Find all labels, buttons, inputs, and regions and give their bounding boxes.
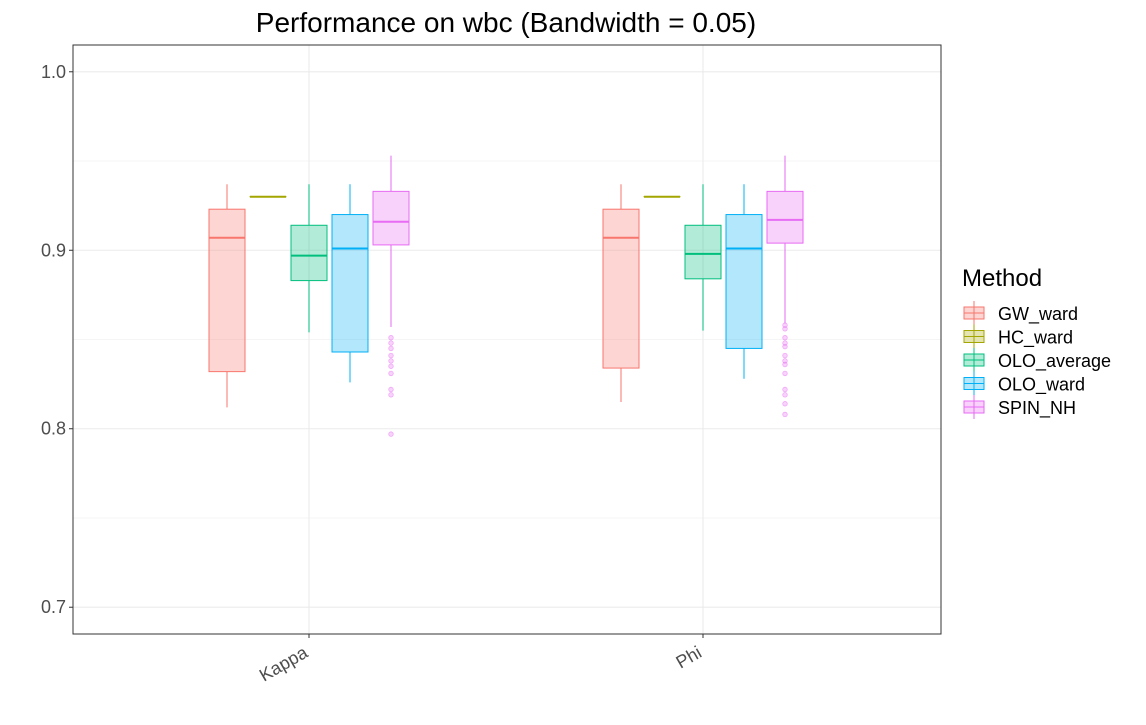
- outlier-point: [388, 370, 394, 377]
- box-OLO_average-Kappa: [290, 184, 328, 333]
- outlier-point: [388, 345, 394, 352]
- y-axis: 0.7 0.8 0.9 1.0: [41, 62, 73, 617]
- outlier-point: [782, 370, 788, 377]
- box-body: [372, 190, 410, 246]
- box-body: [331, 214, 369, 353]
- box-group: [208, 155, 804, 437]
- y-tick-label: 0.8: [41, 419, 66, 439]
- outlier-point: [388, 363, 394, 369]
- outlier-point: [782, 411, 788, 418]
- box-body: [684, 224, 722, 280]
- plot-panel-border: [72, 44, 942, 635]
- outlier-point: [388, 358, 394, 364]
- outlier-point: [782, 392, 788, 398]
- legend-item-SPIN_NH: SPIN_NH: [963, 395, 1076, 419]
- outlier-point: [388, 340, 394, 346]
- box-body: [725, 214, 763, 349]
- outlier-point: [782, 352, 788, 359]
- box-OLO_average-Phi: [684, 184, 722, 331]
- outlier-point: [782, 386, 788, 393]
- box-body: [208, 208, 246, 373]
- grid-lines: [73, 45, 941, 634]
- legend-item-GW_ward: GW_ward: [963, 301, 1078, 325]
- outlier-point: [782, 335, 788, 341]
- legend-label: HC_ward: [998, 328, 1073, 349]
- outlier-point: [388, 335, 394, 341]
- box-GW_ward-Phi: [602, 184, 640, 402]
- legend-label: OLO_ward: [998, 375, 1085, 396]
- legend-title: Method: [962, 265, 1042, 292]
- legend-label: SPIN_NH: [998, 398, 1076, 419]
- box-SPIN_NH-Kappa: [372, 155, 410, 437]
- box-GW_ward-Kappa: [208, 184, 246, 408]
- x-tick-label: Phi: [672, 642, 705, 672]
- outlier-point: [782, 343, 788, 350]
- outlier-point: [782, 326, 788, 332]
- box-OLO_ward-Kappa: [331, 184, 369, 383]
- outlier-point: [782, 401, 788, 407]
- outlier-point: [388, 352, 394, 359]
- legend-item-OLO_average: OLO_average: [963, 348, 1111, 372]
- chart-title: Performance on wbc (Bandwidth = 0.05): [256, 7, 756, 38]
- box-OLO_ward-Phi: [725, 184, 763, 379]
- y-tick-label: 0.7: [41, 597, 66, 617]
- legend-label: OLO_average: [998, 351, 1111, 372]
- box-body: [602, 208, 640, 369]
- legend-label: GW_ward: [998, 304, 1078, 325]
- outlier-point: [388, 431, 394, 437]
- box-SPIN_NH-Phi: [766, 155, 804, 418]
- outlier-point: [782, 361, 788, 368]
- outlier-point: [388, 392, 394, 398]
- y-tick-label: 0.9: [41, 240, 66, 260]
- box-body: [766, 190, 804, 244]
- x-axis: Kappa Phi: [256, 634, 705, 685]
- y-tick-label: 1.0: [41, 62, 66, 82]
- legend-item-OLO_ward: OLO_ward: [963, 371, 1085, 396]
- x-tick-label: Kappa: [256, 642, 312, 686]
- box-body: [290, 224, 328, 282]
- legend-item-HC_ward: HC_ward: [963, 324, 1073, 349]
- outlier-point: [388, 386, 394, 393]
